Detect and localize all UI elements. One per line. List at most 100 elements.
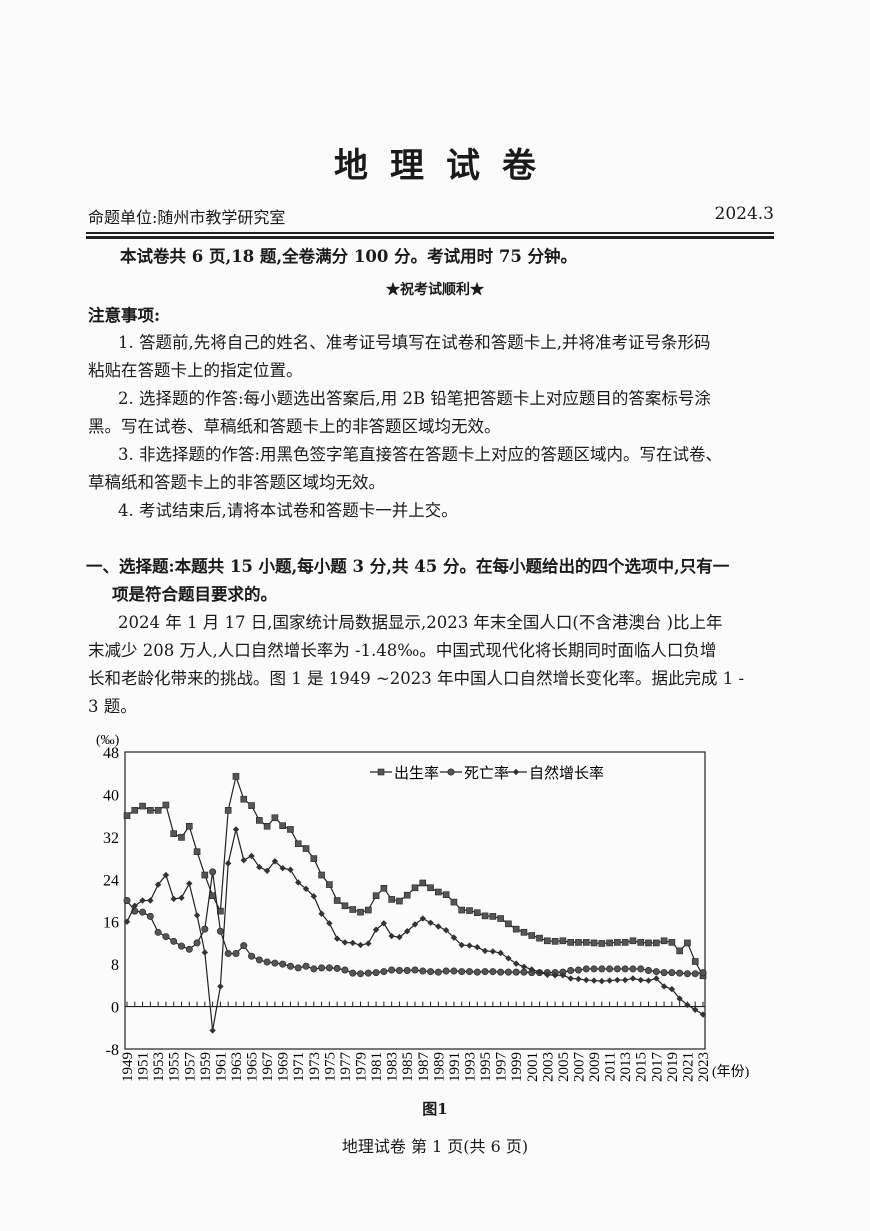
data-point-circle bbox=[497, 968, 505, 976]
x-tick-label: 2011 bbox=[603, 1052, 619, 1081]
data-point-circle bbox=[427, 968, 435, 976]
data-point-square bbox=[419, 879, 427, 887]
data-point-square bbox=[318, 871, 325, 879]
y-tick-label: 8 bbox=[111, 957, 119, 974]
y-tick-label: 16 bbox=[103, 915, 119, 932]
x-tick-label: 2001 bbox=[525, 1052, 541, 1082]
x-tick-label: 1979 bbox=[354, 1052, 370, 1082]
data-point-circle bbox=[442, 967, 450, 975]
data-point-square bbox=[185, 822, 193, 830]
notice-line: 1. 答题前,先将自己的姓名、准考证号填写在试卷和答题卡上,并将准考证号条形码 bbox=[118, 333, 711, 352]
page-footer: 地理试卷 第 1 页(共 6 页) bbox=[341, 1137, 529, 1156]
notice-line: 3. 非选择题的作答:用黑色签字笔直接答在答题卡上对应的答题区域内。写在试卷、 bbox=[118, 445, 723, 464]
data-point-circle bbox=[512, 968, 520, 976]
x-tick-label: 1967 bbox=[260, 1052, 276, 1083]
data-point-square bbox=[567, 939, 574, 946]
data-point-circle bbox=[388, 966, 396, 974]
data-point-circle bbox=[582, 965, 590, 973]
x-tick-label: 2009 bbox=[587, 1052, 603, 1082]
data-point-circle bbox=[349, 969, 357, 977]
data-point-diamond bbox=[295, 879, 302, 886]
data-point-diamond bbox=[637, 976, 644, 984]
x-tick-label: 1957 bbox=[182, 1052, 198, 1083]
notice-line: 2. 选择题的作答:每小题选出答案后,用 2B 铅笔把答题卡上对应题目的答案标号… bbox=[118, 389, 711, 408]
data-point-square bbox=[473, 909, 481, 916]
data-point-circle bbox=[504, 968, 512, 976]
y-axis-unit: (‰) bbox=[96, 733, 120, 748]
data-point-square bbox=[411, 884, 419, 892]
data-point-diamond bbox=[318, 910, 325, 917]
data-point-diamond bbox=[489, 948, 497, 955]
legend-marker-circle bbox=[447, 768, 455, 776]
x-tick-label: 1999 bbox=[509, 1052, 525, 1082]
data-point-diamond bbox=[590, 977, 598, 984]
data-point-square bbox=[481, 912, 489, 920]
data-point-square bbox=[240, 795, 248, 803]
data-point-square bbox=[380, 885, 388, 892]
data-point-circle bbox=[310, 965, 318, 973]
data-point-diamond bbox=[404, 928, 411, 935]
data-point-diamond bbox=[497, 949, 504, 957]
data-point-diamond bbox=[139, 897, 146, 904]
data-point-square bbox=[520, 929, 528, 936]
data-point-square bbox=[333, 897, 341, 904]
data-point-diamond bbox=[162, 871, 170, 879]
data-point-circle bbox=[341, 966, 349, 974]
data-point-diamond bbox=[458, 941, 465, 949]
data-point-circle bbox=[403, 967, 411, 975]
data-point-square bbox=[310, 855, 318, 862]
data-point-circle bbox=[286, 962, 294, 970]
data-point-diamond bbox=[388, 932, 395, 940]
data-point-square bbox=[256, 817, 263, 824]
data-point-diamond bbox=[310, 893, 318, 900]
data-point-square bbox=[652, 939, 660, 947]
data-point-diamond bbox=[559, 972, 567, 979]
header-rule-bottom bbox=[86, 236, 774, 239]
data-point-circle bbox=[676, 969, 684, 977]
issuer: 命题单位:随州市教学研究室 bbox=[88, 208, 286, 227]
x-tick-label: 1987 bbox=[416, 1052, 432, 1083]
data-point-square bbox=[512, 925, 520, 933]
data-point-diamond bbox=[372, 926, 380, 933]
data-point-diamond bbox=[583, 976, 590, 984]
exam-date: 2024.3 bbox=[714, 204, 774, 224]
data-point-square bbox=[458, 906, 466, 914]
data-point-diamond bbox=[232, 826, 240, 833]
data-point-square bbox=[294, 840, 302, 848]
data-point-diamond bbox=[217, 983, 224, 990]
data-point-circle bbox=[465, 968, 473, 976]
x-tick-label: 1969 bbox=[276, 1052, 292, 1082]
data-point-diamond bbox=[621, 976, 629, 984]
x-tick-label: 1995 bbox=[478, 1052, 494, 1082]
data-point-diamond bbox=[279, 864, 286, 872]
data-point-diamond bbox=[178, 894, 185, 902]
x-tick-label: 1973 bbox=[307, 1052, 323, 1082]
data-point-circle bbox=[699, 969, 707, 977]
data-point-square bbox=[489, 913, 497, 920]
data-point-square bbox=[582, 939, 590, 946]
data-point-square bbox=[232, 773, 240, 780]
data-point-circle bbox=[380, 968, 388, 976]
x-tick-label: 1965 bbox=[245, 1052, 261, 1082]
data-point-square bbox=[676, 947, 683, 955]
data-point-square bbox=[279, 822, 286, 830]
data-point-square bbox=[364, 906, 372, 914]
data-point-square bbox=[505, 920, 512, 928]
data-point-circle bbox=[123, 896, 131, 904]
x-tick-label: 1997 bbox=[494, 1052, 510, 1083]
data-point-square bbox=[201, 871, 209, 879]
x-tick-label: 1949 bbox=[120, 1052, 136, 1082]
data-point-diamond bbox=[645, 977, 652, 984]
data-point-diamond bbox=[349, 939, 356, 947]
data-point-diamond bbox=[692, 1006, 699, 1013]
data-point-diamond bbox=[263, 867, 271, 874]
passage-line: 末减少 208 万人,人口自然增长率为 -1.48‰。中国式现代化将长期同时面临… bbox=[88, 641, 717, 660]
data-point-diamond bbox=[123, 918, 131, 925]
data-point-square bbox=[131, 807, 139, 814]
data-point-square bbox=[349, 906, 357, 913]
data-point-diamond bbox=[224, 860, 232, 867]
data-point-diamond bbox=[170, 895, 177, 903]
data-point-diamond bbox=[365, 940, 372, 947]
data-point-diamond bbox=[256, 863, 263, 871]
x-tick-label: 1953 bbox=[151, 1052, 167, 1082]
